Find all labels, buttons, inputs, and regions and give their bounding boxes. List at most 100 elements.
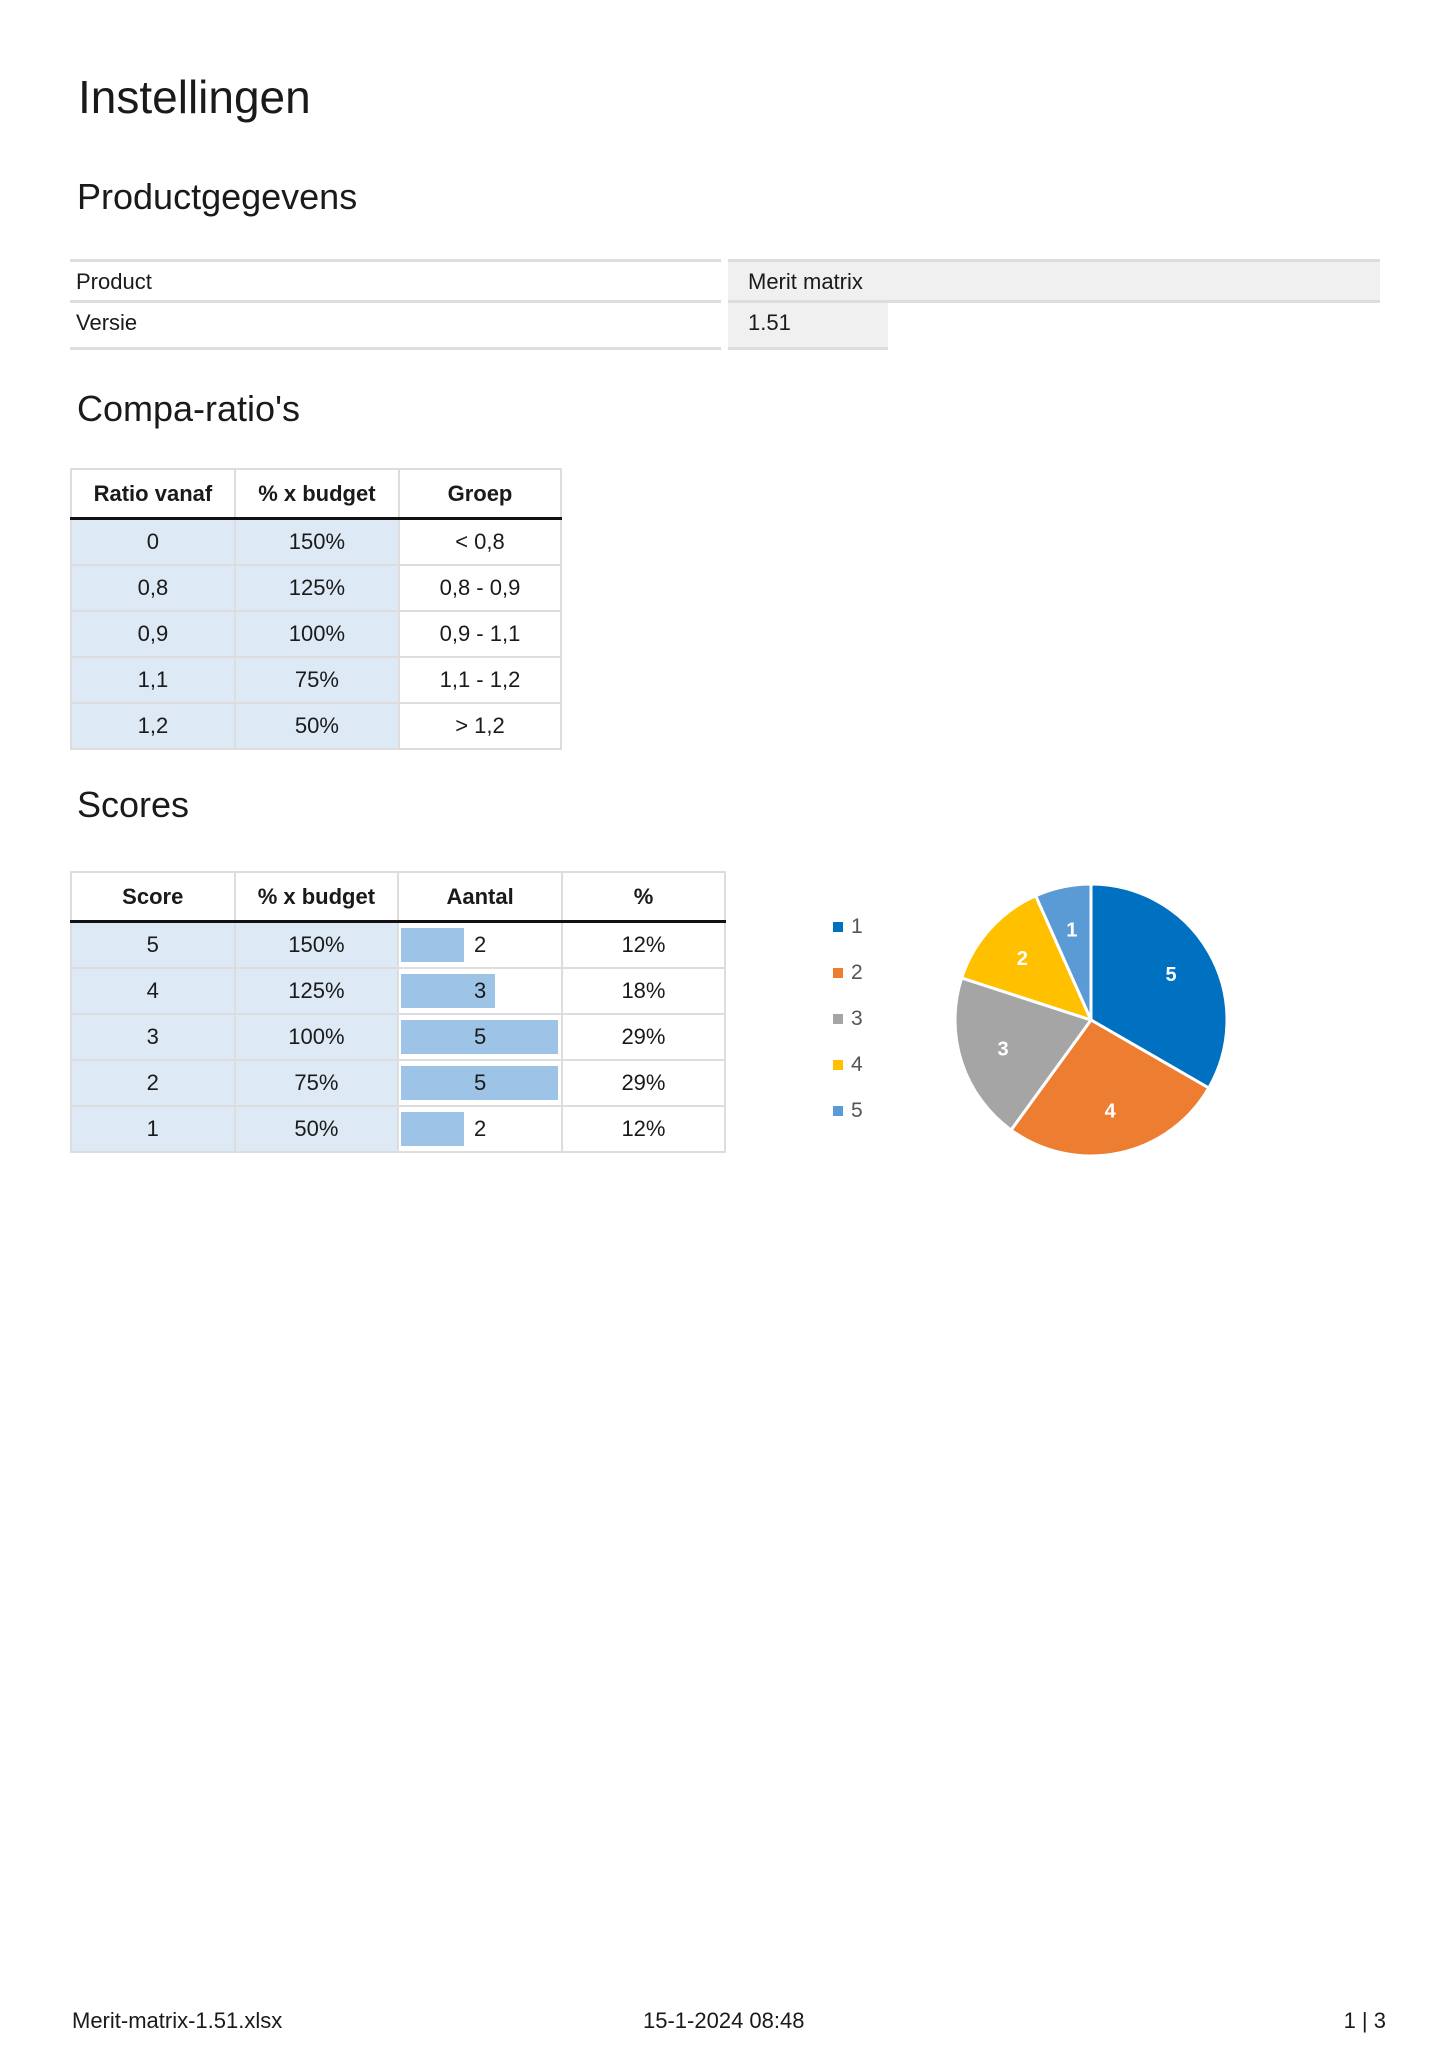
table-cell: 1,1: [70, 656, 236, 704]
product-label: Product: [70, 259, 721, 303]
table-cell: 0: [70, 517, 236, 566]
table-cell: 5: [70, 920, 236, 969]
table-cell: 125%: [233, 967, 400, 1015]
legend-item: 1: [833, 915, 863, 939]
footer-page-number: 1 | 3: [1343, 2008, 1386, 2033]
table-row: 3 100% 5 29%: [70, 1013, 727, 1061]
table-cell: 2: [397, 920, 563, 969]
scores-table: Score % x budget Aantal % 5 150% 2 12% 4 125%…: [70, 871, 727, 1153]
product-table: Product Merit matrix Versie 1.51: [70, 259, 1380, 353]
legend-item: 3: [833, 1007, 863, 1031]
table-row: 0,8 125% 0,8 - 0,9: [70, 564, 563, 612]
table-cell: 29%: [560, 1013, 727, 1061]
legend-swatch: [833, 1106, 843, 1117]
page-title: Instellingen: [78, 71, 311, 123]
table-cell: 0,9 - 1,1: [397, 610, 563, 658]
legend-swatch: [833, 922, 843, 933]
legend-item: 4: [833, 1053, 863, 1077]
pie-slice: [959, 893, 1094, 1023]
legend-label: 4: [851, 1053, 863, 1076]
table-cell: 12%: [560, 920, 727, 969]
pie-data-label: 3: [997, 1039, 1008, 1061]
compa-table: Ratio vanaf % x budget Groep 0 150% < 0,8 0…: [70, 468, 563, 750]
version-label: Versie: [70, 303, 721, 350]
table-row: 1,1 75% 1,1 - 1,2: [70, 656, 563, 704]
table-cell: 150%: [233, 920, 400, 969]
table-cell: 5: [397, 1059, 563, 1107]
pie-data-label: 5: [1166, 964, 1177, 986]
table-row: 2 75% 5 29%: [70, 1059, 727, 1107]
table-cell: 100%: [233, 610, 400, 658]
col-header: Aantal: [397, 871, 563, 923]
table-cell: 100%: [233, 1013, 400, 1061]
table-row: 1 50% 2 12%: [70, 1105, 727, 1153]
table-cell: 3: [70, 1013, 236, 1061]
legend-swatch: [833, 968, 843, 979]
table-cell: 75%: [233, 656, 400, 704]
pie-slice: [1033, 882, 1093, 1021]
footer-filename: Merit-matrix-1.51.xlsx: [72, 2008, 283, 2033]
pie-slice: [1008, 1018, 1211, 1158]
legend-swatch: [833, 1014, 843, 1025]
pie-data-label: 4: [1105, 1100, 1117, 1122]
col-header: % x budget: [233, 468, 400, 520]
table-cell: 4: [70, 967, 236, 1015]
footer-datetime: 15-1-2024 08:48: [643, 2008, 805, 2033]
count-value: 2: [473, 932, 487, 957]
table-row: 4 125% 3 18%: [70, 967, 727, 1015]
legend-label: 1: [851, 915, 863, 938]
table-cell: 12%: [560, 1105, 727, 1153]
pie-slice: [1089, 882, 1229, 1091]
table-cell: > 1,2: [397, 702, 563, 750]
count-value: 5: [473, 1070, 487, 1095]
data-bar: [401, 928, 465, 962]
table-cell: 0,8 - 0,9: [397, 564, 563, 612]
table-cell: 0,9: [70, 610, 236, 658]
table-cell: 50%: [233, 702, 400, 750]
table-cell: 50%: [233, 1105, 400, 1153]
data-bar: [401, 1020, 559, 1054]
data-bar: [401, 974, 496, 1008]
legend-item: 5: [833, 1099, 863, 1123]
legend-item: 2: [833, 961, 863, 985]
table-cell: 150%: [233, 517, 400, 566]
table-row: 0 150% < 0,8: [70, 517, 563, 566]
compa-heading: Compa-ratio's: [77, 388, 300, 429]
table-row: 5 150% 2 12%: [70, 920, 727, 969]
table-cell: 75%: [233, 1059, 400, 1107]
table-cell: 1: [70, 1105, 236, 1153]
data-bar: [401, 1112, 465, 1146]
table-cell: 0,8: [70, 564, 236, 612]
table-row: 0,9 100% 0,9 - 1,1: [70, 610, 563, 658]
table-cell: 125%: [233, 564, 400, 612]
scores-heading: Scores: [77, 784, 190, 825]
table-cell: 29%: [560, 1059, 727, 1107]
table-cell: 2: [70, 1059, 236, 1107]
col-header: Groep: [397, 468, 563, 520]
table-cell: < 0,8: [397, 517, 563, 566]
legend-label: 3: [851, 1007, 863, 1030]
pie-data-label: 1: [1066, 920, 1077, 942]
col-header: % x budget: [233, 871, 400, 923]
pie-data-label: 2: [1017, 948, 1028, 970]
pie-chart: 5 4 3 2 1: [953, 882, 1229, 1158]
table-cell: 1,1 - 1,2: [397, 656, 563, 704]
count-value: 2: [473, 1116, 487, 1141]
col-header: %: [560, 871, 727, 923]
count-value: 3: [473, 978, 487, 1003]
data-bar: [401, 1066, 559, 1100]
pie-slice: [953, 976, 1094, 1133]
count-value: 5: [473, 1024, 487, 1049]
product-heading: Productgegevens: [77, 176, 358, 217]
table-cell: 1,2: [70, 702, 236, 750]
legend-label: 5: [851, 1099, 863, 1122]
col-header: Score: [70, 871, 236, 923]
col-header: Ratio vanaf: [70, 468, 236, 520]
table-cell: 5: [397, 1013, 563, 1061]
version-value: 1.51: [728, 303, 888, 350]
table-row: 1,2 50% > 1,2: [70, 702, 563, 750]
legend-swatch: [833, 1060, 843, 1071]
table-cell: 2: [397, 1105, 563, 1153]
table-cell: 18%: [560, 967, 727, 1015]
product-value: Merit matrix: [728, 259, 1380, 303]
